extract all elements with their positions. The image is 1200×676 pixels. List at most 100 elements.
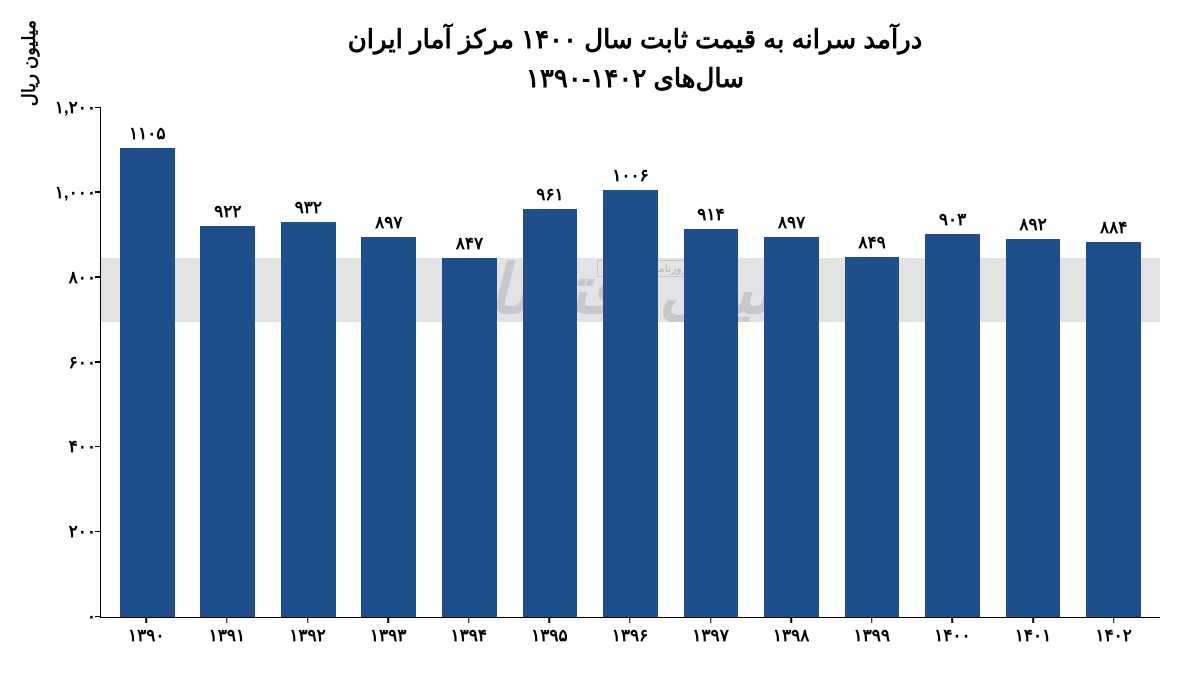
x-label-slot: ۱۳۹۸ <box>751 618 832 646</box>
x-axis-label: ۱۳۹۴ <box>450 626 487 646</box>
bar <box>120 148 175 617</box>
y-tick-label: ۱,۰۰۰ <box>41 183 96 203</box>
y-axis-label: میلیون ریال <box>18 20 40 106</box>
y-tick-mark <box>95 361 101 363</box>
bar-slot: ۹۶۱ <box>510 108 591 617</box>
bar-slot: ۸۹۲ <box>993 108 1074 617</box>
x-axis-label: ۱۴۰۰ <box>934 626 971 646</box>
bar-value-label: ۸۸۴ <box>1100 218 1127 238</box>
bar-value-label: ۸۹۷ <box>375 213 402 233</box>
x-tick-mark <box>549 617 551 623</box>
y-tick-label: ۰ <box>41 607 96 627</box>
bar-slot: ۸۹۷ <box>349 108 430 617</box>
bar <box>200 226 255 617</box>
y-tick-mark <box>95 276 101 278</box>
bar-value-label: ۹۰۳ <box>939 210 966 230</box>
x-tick-mark <box>952 617 954 623</box>
bar-slot: ۱۱۰۵ <box>107 108 188 617</box>
x-label-slot: ۱۴۰۰ <box>912 618 993 646</box>
x-axis-label: ۱۳۹۶ <box>612 626 649 646</box>
bar-slot: ۹۳۲ <box>268 108 349 617</box>
x-axis-label: ۱۳۹۰ <box>128 626 165 646</box>
x-label-slot: ۱۳۹۵ <box>509 618 590 646</box>
y-tick-label: ۴۰۰ <box>41 437 96 457</box>
y-tick-mark <box>95 191 101 193</box>
x-axis-label: ۱۳۹۹ <box>854 626 891 646</box>
x-axis-label: ۱۳۹۳ <box>370 626 407 646</box>
bar <box>442 258 497 617</box>
y-tick-label: ۱,۲۰۰ <box>41 98 96 118</box>
bar-value-label: ۹۱۴ <box>697 205 724 225</box>
y-tick-label: ۶۰۰ <box>41 353 96 373</box>
bar-value-label: ۹۲۲ <box>214 202 241 222</box>
x-label-slot: ۱۴۰۱ <box>993 618 1074 646</box>
y-tick-label: ۸۰۰ <box>41 268 96 288</box>
x-axis-label: ۱۳۹۷ <box>692 626 729 646</box>
x-axis-label: ۱۳۹۲ <box>289 626 326 646</box>
x-label-slot: ۱۳۹۱ <box>187 618 268 646</box>
x-axis-label: ۱۳۹۸ <box>773 626 810 646</box>
bar <box>1006 239 1061 617</box>
x-tick-mark <box>307 617 309 623</box>
x-tick-mark <box>710 617 712 623</box>
y-tick-mark <box>95 107 101 109</box>
x-tick-mark <box>146 617 148 623</box>
chart-title: درآمد سرانه به قیمت ثابت سال ۱۴۰۰ مرکز آ… <box>90 20 1180 98</box>
y-tick-label: ۲۰۰ <box>41 522 96 542</box>
bar-slot: ۱۰۰۶ <box>590 108 671 617</box>
bar-value-label: ۸۹۲ <box>1019 215 1046 235</box>
bar-slot: ۸۴۷ <box>429 108 510 617</box>
x-tick-mark <box>226 617 228 623</box>
chart-container: میلیون ریال درآمد سرانه به قیمت ثابت سال… <box>0 0 1200 676</box>
x-label-slot: ۱۳۹۶ <box>590 618 671 646</box>
title-line-2: سال‌های ۱۴۰۲-۱۳۹۰ <box>90 59 1180 98</box>
x-label-slot: ۱۳۹۲ <box>267 618 348 646</box>
bar <box>764 237 819 617</box>
y-tick-mark <box>95 446 101 448</box>
y-axis-ticks: ۰۲۰۰۴۰۰۶۰۰۸۰۰۱,۰۰۰۱,۲۰۰ <box>41 108 96 617</box>
x-tick-mark <box>468 617 470 623</box>
title-line-1: درآمد سرانه به قیمت ثابت سال ۱۴۰۰ مرکز آ… <box>90 20 1180 59</box>
bar <box>684 229 739 617</box>
plot-area: روزنامه صبح ایران دنیای اقتصاد ۰۲۰۰۴۰۰۶۰… <box>100 108 1160 618</box>
x-tick-mark <box>1032 617 1034 623</box>
bar-value-label: ۸۴۹ <box>858 233 885 253</box>
bar <box>361 237 416 617</box>
bar <box>845 257 900 617</box>
x-label-slot: ۱۳۹۷ <box>670 618 751 646</box>
y-tick-mark <box>95 616 101 618</box>
x-axis-label: ۱۴۰۲ <box>1095 626 1132 646</box>
bar-value-label: ۹۶۱ <box>536 185 563 205</box>
bar <box>523 209 578 617</box>
bar-value-label: ۹۳۲ <box>295 198 322 218</box>
bar-value-label: ۱۱۰۵ <box>129 124 166 144</box>
x-tick-mark <box>629 617 631 623</box>
bar <box>1086 242 1141 617</box>
bar <box>281 222 336 617</box>
x-axis-labels: ۱۳۹۰ ۱۳۹۱ ۱۳۹۲ ۱۳۹۳ ۱۳۹۴ ۱۳۹۵ ۱۳۹۶ ۱۳۹۷ ۱۳۹۸ ۱۳۹۹… <box>100 618 1160 646</box>
bar-value-label: ۸۴۷ <box>456 234 483 254</box>
x-label-slot: ۱۳۹۹ <box>831 618 912 646</box>
y-tick-mark <box>95 531 101 533</box>
bar-slot: ۹۲۲ <box>188 108 269 617</box>
x-axis-label: ۱۳۹۱ <box>209 626 246 646</box>
x-label-slot: ۱۳۹۴ <box>428 618 509 646</box>
bars-group: ۱۱۰۵ ۹۲۲ ۹۳۲ ۸۹۷ ۸۴۷ ۹۶۱ ۱۰۰۶ ۹۱۴ ۸۹۷ ۸۴۹ ۹۰۳ ۸۹۲ ۸۸… <box>101 108 1160 617</box>
x-axis-label: ۱۳۹۵ <box>531 626 568 646</box>
bar-slot: ۸۴۹ <box>832 108 913 617</box>
bar-slot: ۸۸۴ <box>1073 108 1154 617</box>
bar <box>925 234 980 617</box>
bar <box>603 190 658 617</box>
bar-slot: ۸۹۷ <box>751 108 832 617</box>
x-tick-mark <box>387 617 389 623</box>
bar-value-label: ۸۹۷ <box>778 213 805 233</box>
bar-value-label: ۱۰۰۶ <box>612 166 649 186</box>
x-tick-mark <box>790 617 792 623</box>
x-axis-label: ۱۴۰۱ <box>1015 626 1052 646</box>
x-label-slot: ۱۳۹۰ <box>106 618 187 646</box>
x-tick-mark <box>1113 617 1115 623</box>
x-tick-mark <box>871 617 873 623</box>
x-label-slot: ۱۳۹۳ <box>348 618 429 646</box>
bar-slot: ۹۱۴ <box>671 108 752 617</box>
x-label-slot: ۱۴۰۲ <box>1073 618 1154 646</box>
